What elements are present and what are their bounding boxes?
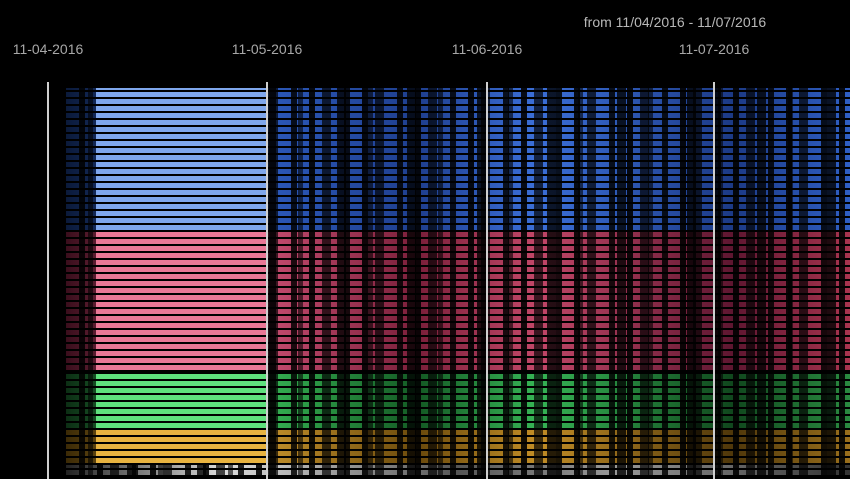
blue-dense: [96, 88, 268, 232]
tick-label: 11-05-2016: [231, 41, 303, 57]
day-line: [713, 82, 715, 479]
date-range: from 11/04/2016 - 11/07/2016: [583, 14, 767, 30]
day-line: [266, 82, 268, 479]
white-band: [66, 465, 850, 477]
tick-label: 11-07-2016: [678, 41, 750, 57]
day-line: [486, 82, 488, 479]
green-dense: [96, 372, 268, 430]
tick-label: 11-06-2016: [451, 41, 523, 57]
yellow-dense: [96, 430, 268, 465]
tick-label: 11-04-2016: [12, 41, 84, 57]
red-dense: [96, 232, 268, 372]
day-line: [47, 82, 49, 479]
